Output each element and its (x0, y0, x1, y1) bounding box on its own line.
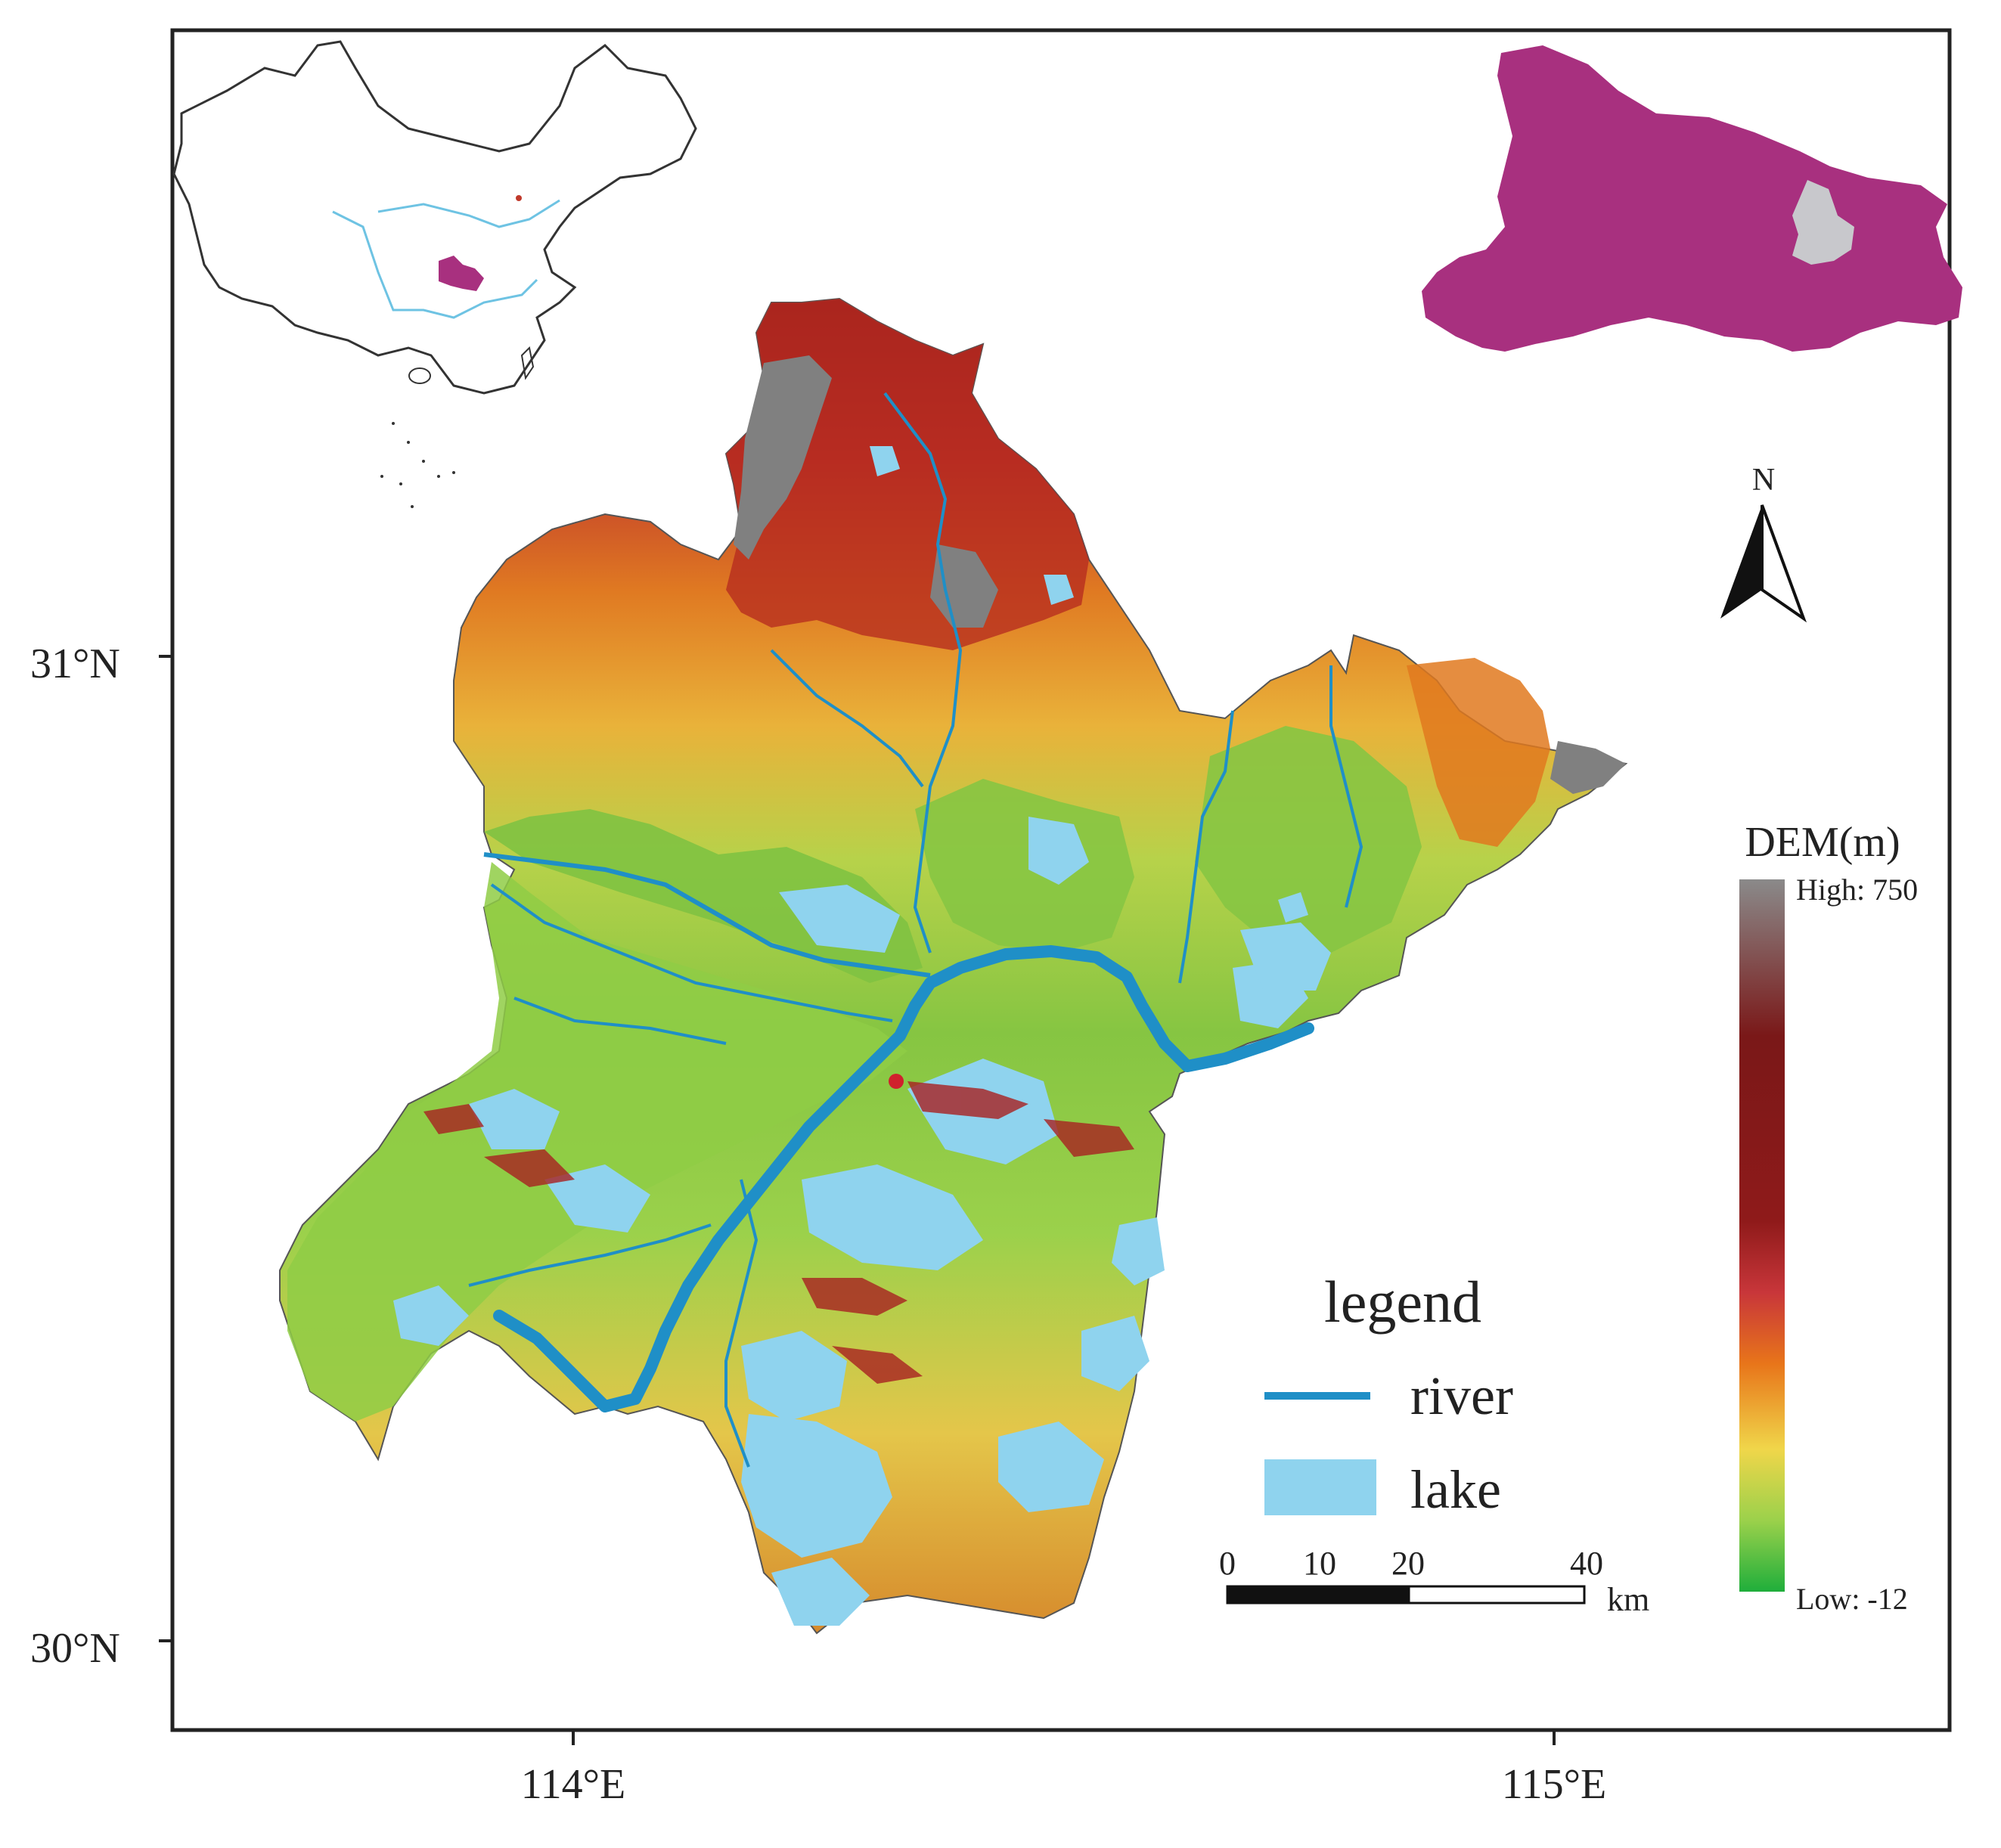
lake (741, 1331, 847, 1422)
study-area-dem (279, 297, 1628, 1635)
beijing-dot (516, 195, 522, 201)
scale-bar: 0 10 20 40 km (1219, 1545, 1649, 1618)
wuhan-in-hubei (1792, 180, 1854, 265)
dem-legend-title: DEM(m) (1745, 819, 1900, 866)
south-china-sea-islands (380, 422, 455, 508)
legend-lake-label: lake (1410, 1459, 1501, 1520)
peak-gray-center (930, 544, 998, 628)
legend-lake-symbol (1264, 1459, 1376, 1515)
city-point (889, 1074, 904, 1089)
northeast-highlands (1407, 658, 1550, 847)
peak-gray-northeast (1550, 741, 1626, 794)
lowland-west (287, 862, 907, 1422)
lon-label-115: 115°E (1502, 1761, 1607, 1808)
scale-tick-20: 20 (1391, 1545, 1425, 1582)
lake (469, 1089, 560, 1149)
china-river-yellow (377, 199, 560, 228)
lake (544, 1164, 650, 1233)
central-ridges (423, 1081, 1134, 1384)
dem-legend: DEM(m) High: 750 Low: -12 (1739, 819, 1918, 1616)
lake (1044, 575, 1074, 605)
lake (779, 885, 900, 953)
china-inset-map (172, 40, 697, 508)
main-river-branch-west (483, 852, 931, 978)
hubei-in-china (439, 256, 484, 291)
china-river-yangtze (332, 210, 538, 319)
lat-label-30: 30°N (30, 1625, 120, 1672)
legend: legend river lake (1264, 1269, 1513, 1520)
lon-label-114: 114°E (521, 1761, 626, 1808)
lake (1278, 892, 1308, 922)
lake (1028, 817, 1089, 885)
china-outline (172, 40, 697, 395)
lake (802, 1164, 983, 1270)
scale-tick-40: 40 (1570, 1545, 1603, 1582)
lake (870, 446, 900, 476)
tributary-rivers (468, 392, 1363, 1468)
north-arrow-left-half (1720, 505, 1762, 619)
map-frame (170, 28, 1952, 1732)
lat-label-31: 31°N (30, 640, 120, 687)
scale-tick-10: 10 (1303, 1545, 1336, 1582)
scale-tick-0: 0 (1219, 1545, 1236, 1582)
hainan-outline (408, 367, 431, 384)
taiwan-outline (520, 346, 535, 380)
scale-bar-white (1407, 1585, 1586, 1605)
scale-bar-black (1226, 1585, 1410, 1605)
lake (1240, 922, 1331, 991)
hubei-province (1422, 45, 1962, 352)
lake (771, 1558, 870, 1626)
north-arrow-right-half (1761, 504, 1807, 623)
lake (1081, 1316, 1149, 1391)
hubei-inset-map (1422, 45, 1962, 352)
dem-low-label: Low: -12 (1796, 1582, 1908, 1616)
north-arrow-label: N (1752, 463, 1775, 498)
scale-unit: km (1607, 1581, 1649, 1618)
lake (998, 1422, 1104, 1512)
lake (741, 1414, 892, 1558)
lake (1112, 1217, 1165, 1285)
lowland-east-center (915, 779, 1134, 953)
main-river-yangtze (493, 945, 1314, 1412)
peak-gray-northwest (734, 355, 832, 560)
legend-title: legend (1324, 1269, 1481, 1335)
north-arrow: N (1720, 463, 1807, 623)
dem-high-label: High: 750 (1796, 873, 1918, 907)
lowland-east (1195, 726, 1422, 953)
lake (393, 1285, 469, 1346)
legend-river-label: river (1410, 1366, 1513, 1426)
dem-color-ramp (1739, 879, 1785, 1592)
